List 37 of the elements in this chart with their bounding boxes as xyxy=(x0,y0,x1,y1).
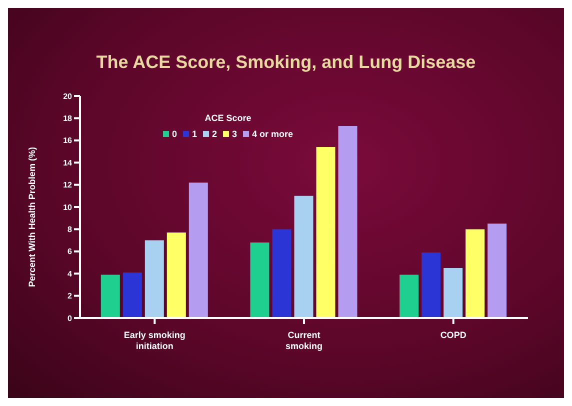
bar xyxy=(272,229,292,318)
y-tick-label: 0 xyxy=(68,314,73,323)
legend-title: ACE Score xyxy=(204,113,252,123)
bar xyxy=(144,240,164,318)
bar xyxy=(444,268,463,318)
legend-label: 4 or more xyxy=(251,129,294,139)
y-tick-label: 4 xyxy=(68,269,73,278)
legend-label: 3 xyxy=(231,129,238,139)
bar xyxy=(316,147,336,318)
bar xyxy=(338,126,358,318)
bar xyxy=(466,229,485,318)
bar xyxy=(188,182,208,318)
y-tick-label: 18 xyxy=(63,114,73,124)
legend-label: 1 xyxy=(190,129,197,139)
bar xyxy=(166,232,186,318)
bar xyxy=(400,274,419,318)
y-tick-label: 12 xyxy=(63,180,73,190)
y-axis-title: Percent With Health Problem (%) xyxy=(27,147,38,287)
x-tick-label: Early smoking initiation xyxy=(124,330,186,351)
y-tick-label: 10 xyxy=(63,202,73,212)
chart-title: The ACE Score, Smoking, and Lung Disease xyxy=(95,52,477,73)
bar xyxy=(100,274,120,318)
y-tick-label: 2 xyxy=(68,292,73,301)
x-tick-label: COPD xyxy=(440,330,467,340)
x-tick-label: Current smoking xyxy=(285,330,323,351)
bar xyxy=(250,242,270,318)
y-tick-label: 8 xyxy=(68,225,73,234)
y-tick-label: 14 xyxy=(63,158,73,168)
y-tick-label: 6 xyxy=(68,247,73,256)
bar xyxy=(294,196,314,318)
legend-label: 0 xyxy=(170,129,177,139)
bar xyxy=(422,252,441,318)
y-tick-label: 20 xyxy=(63,92,73,101)
y-tick-label: 16 xyxy=(63,136,73,146)
bar xyxy=(122,272,142,318)
bar xyxy=(488,224,507,318)
legend-label: 2 xyxy=(210,129,217,139)
